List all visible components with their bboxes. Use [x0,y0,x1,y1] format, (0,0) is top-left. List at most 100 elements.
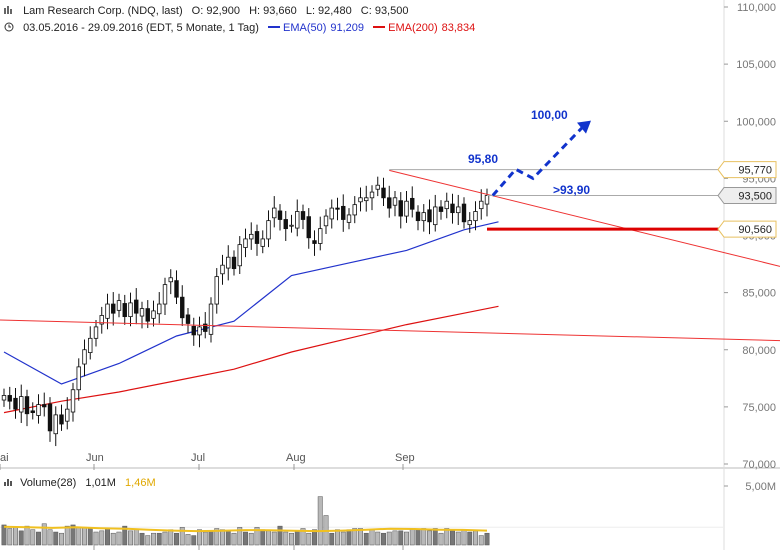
ema50-label: EMA(50) [282,22,327,34]
volume-bar [467,531,473,546]
price-flag-box [717,220,777,238]
volume-label: Volume(28) [20,477,77,489]
volume-bar [381,532,386,546]
volume-bar [30,529,36,546]
volume-bar [36,531,41,546]
candle-body [346,214,352,223]
volume-bar [335,529,340,546]
clock-icon [4,22,14,32]
candle-body [7,395,12,402]
annotation-95-80: 95,80 [468,152,498,166]
volume-avg-line [3,525,488,533]
volume-bar [202,531,208,546]
candle-body [398,200,403,217]
volume-bar [24,525,30,546]
projection-arrow [491,123,587,197]
volume-bar [432,528,438,546]
y-tick-label: 110,000 [737,2,776,14]
candle-body [392,197,398,206]
volume-header: Volume(28) 1,01M 1,46M [4,477,162,489]
volume-bar [421,528,427,546]
volume-bar [64,525,70,546]
candle-body [295,211,300,229]
candle-body [82,349,87,365]
volume-bar [185,534,191,546]
volume-bar [220,529,225,546]
volume-bar [409,529,415,546]
candle-body [283,219,288,230]
candle-body [341,205,346,220]
candle-body [191,325,196,336]
volume-bar [116,531,122,546]
overlay-layer: 95,80 >93,90 100,00 [0,108,780,342]
price-flag-label: 95,770 [738,165,772,177]
low-value: L: 92,480 [305,5,352,17]
candle-body [260,238,265,247]
volume-bar [375,531,381,546]
volume-bar [18,530,24,546]
candle-body [24,396,30,415]
projection-arrowhead [577,120,591,134]
volume-bar [122,525,128,546]
candle-body [134,299,139,314]
volume-bar [444,528,450,546]
volume-bar [484,532,490,546]
volume-bar [7,528,13,546]
candle-body [323,215,329,227]
volume-bar [358,528,363,546]
y-tick-label: 75,000 [742,402,776,414]
volume-bar [243,531,248,546]
price-flag-label: 90,560 [738,224,772,236]
long-trend-line [0,319,780,342]
volume-bar [87,528,93,546]
candle-body [289,224,294,227]
candle-body [473,211,478,222]
volume-bar [294,530,300,546]
candle-body [415,211,421,222]
candle-body [174,280,179,298]
volume-bar [82,527,87,546]
ema50-legend: EMA(50) 91,209 [267,22,364,34]
annotation-100-00: 100,00 [531,108,568,122]
candle-body [226,256,231,269]
volume-bar [133,529,139,546]
candle-body [300,211,306,220]
candle-body [444,200,449,210]
volume-bar [145,535,151,546]
volume-bar [59,532,64,546]
candle-body [70,389,76,413]
volume-bar [266,530,271,546]
high-value: H: 93,660 [249,5,297,17]
volume-bar [478,535,484,546]
price-flag-box [717,187,777,205]
candle-body [358,197,363,203]
price-flag-box [717,161,777,179]
candle-body [197,326,202,336]
volume-bar [237,527,243,546]
volume-bar [300,528,306,546]
chart-type-icon[interactable] [4,5,14,15]
candle-body [479,200,484,210]
volume-bar [231,532,237,546]
candle-body [93,326,99,339]
candle-body [168,277,173,283]
candle-body [88,337,93,354]
volume-bar [139,532,145,546]
volume-bar [70,524,76,546]
volume-bar [473,530,478,546]
candle-body [427,209,432,223]
candle-body [364,197,369,202]
volume-bar [128,530,133,546]
candle-body [36,404,41,416]
candle-body [139,308,145,317]
candle-body [65,408,70,422]
candle-body [99,315,104,325]
candle-body [30,410,35,413]
volume-bar [277,525,283,546]
resistance-trend-line [389,169,780,267]
volume-bar [317,496,323,546]
ema200-swatch [373,26,386,28]
candle-body [369,191,375,199]
candle-body [214,276,219,305]
